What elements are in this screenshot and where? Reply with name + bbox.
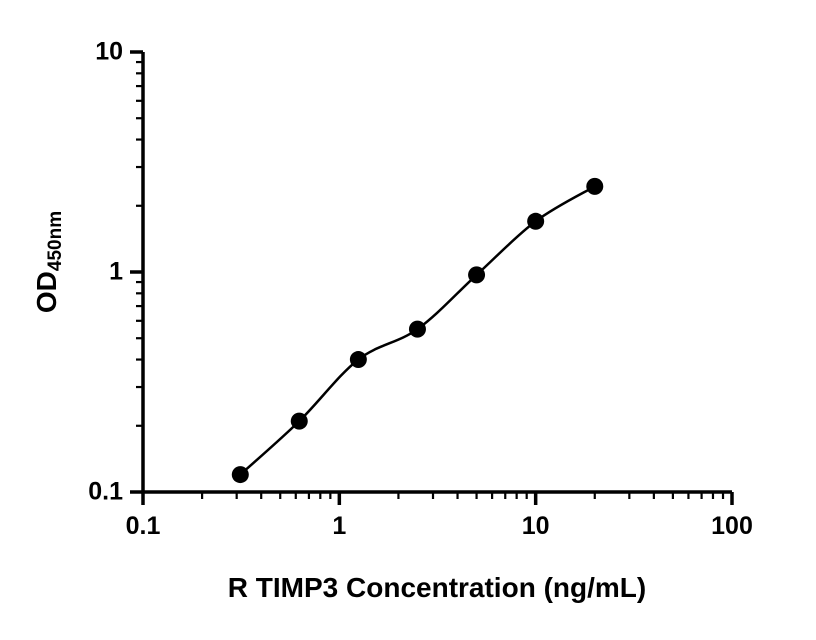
y-tick-label: 0.1 — [88, 477, 123, 506]
data-point — [290, 412, 308, 430]
x-tick-label: 0.1 — [125, 512, 161, 540]
data-point — [231, 466, 249, 484]
data-point — [468, 266, 486, 284]
y-axis-title-subscript: 450nm — [45, 210, 66, 272]
y-axis-title-main: OD — [31, 271, 62, 314]
x-tick-label: 100 — [711, 512, 753, 540]
data-point — [349, 351, 367, 369]
data-point — [586, 177, 604, 195]
x-tick-label: 1 — [332, 512, 347, 540]
x-axis-title: R TIMP3 Concentration (ng/mL) — [227, 572, 647, 603]
x-tick-label: 10 — [521, 512, 550, 540]
y-tick-label: 1 — [109, 257, 123, 286]
data-point — [527, 212, 545, 230]
y-tick-label: 10 — [95, 37, 123, 66]
axis-lines — [141, 52, 732, 494]
y-axis-title: OD450nm — [31, 210, 66, 314]
data-point — [408, 320, 426, 338]
